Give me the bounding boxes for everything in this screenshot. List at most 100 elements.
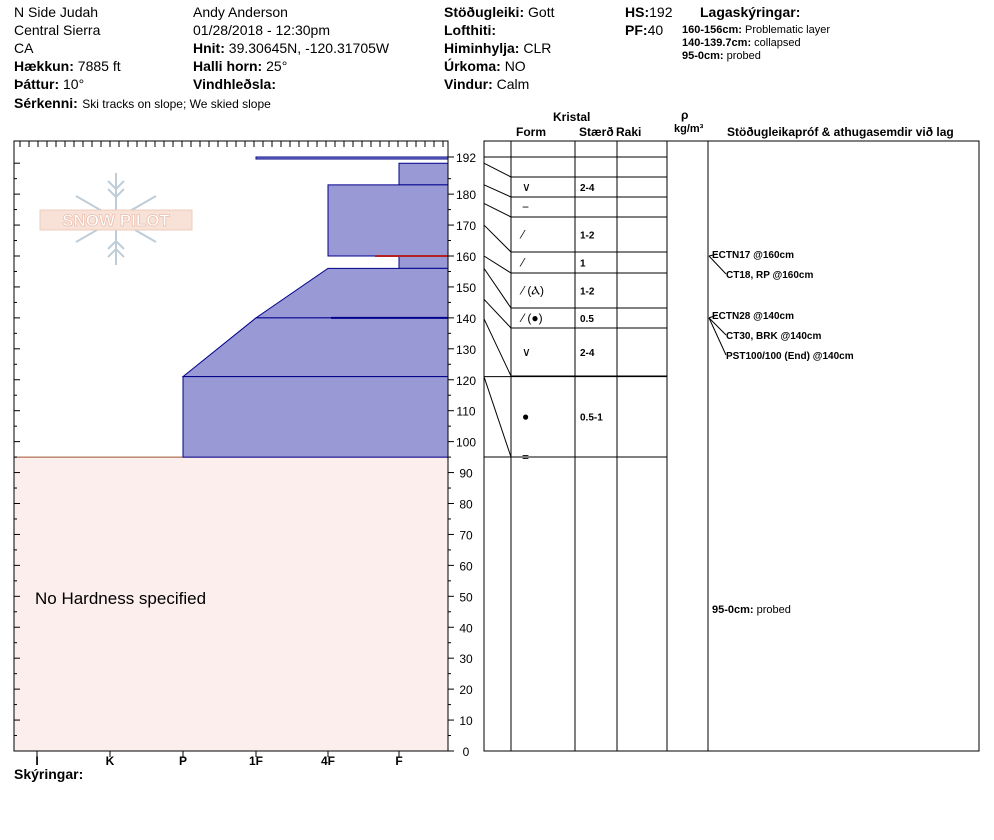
y-tick-label: 30	[459, 652, 473, 666]
crystal-size: 0.5-1	[580, 413, 603, 424]
pf-value: 40	[647, 22, 664, 38]
stability-test: PST100/100 (End) @140cm	[726, 351, 854, 362]
legend-item: 140-139.7cm: collapsed	[682, 37, 801, 49]
pf-label: PF:	[625, 22, 648, 38]
legend-text: probed	[726, 50, 761, 62]
depth-connector	[483, 268, 512, 309]
slope: Halli horn: 25°	[193, 58, 287, 74]
size-header: Stærð	[579, 125, 614, 139]
footer-label: Skýringar:	[14, 766, 84, 782]
stability: Stöðugleiki: Gott	[444, 4, 554, 20]
hardness-layer	[181, 317, 449, 378]
depth-connector	[483, 298, 512, 329]
x-tick-label: F	[395, 754, 402, 768]
y-tick-label: 0	[463, 745, 470, 759]
y-tick-label: 120	[456, 374, 476, 388]
precip-label: Úrkoma:	[444, 58, 501, 74]
legend-text: collapsed	[754, 37, 801, 49]
test-arrow	[708, 317, 727, 336]
crystal-size: 2-4	[580, 183, 595, 194]
x-tick-label: P	[179, 754, 187, 768]
test-arrow	[708, 317, 727, 356]
probe-note-range: 95-0cm:	[712, 604, 757, 616]
hardness-layer	[398, 162, 449, 186]
depth-connector	[483, 255, 512, 274]
sky-label: Himinhylja:	[444, 40, 520, 56]
y-tick-label: 80	[459, 498, 473, 512]
snowpilot-logo: SNOW PILOT	[39, 173, 193, 265]
aspect: Þáttur: 10°	[14, 76, 84, 92]
no-hardness-text: No Hardness specified	[35, 589, 207, 608]
crystal-form: ⁄ (Ⲁ)	[519, 284, 544, 298]
crystal-form: ⁄	[519, 228, 526, 242]
crystal-size: 1-2	[580, 287, 595, 298]
crystal-form: ∨	[522, 180, 531, 194]
features: Sérkenni: Ski tracks on slope; We skied …	[14, 95, 271, 113]
stability-test: ECTN28 @140cm	[712, 311, 794, 322]
location: N Side Judah	[14, 4, 99, 20]
hardness-layer	[255, 156, 449, 160]
state: CA	[14, 40, 34, 56]
crystal-size: 1-2	[580, 231, 595, 242]
y-tick-label: 10	[459, 714, 473, 728]
depth-connector	[483, 184, 512, 198]
wind-loading-label: Vindhleðsla:	[193, 76, 276, 92]
coords-label: Hnit:	[193, 40, 225, 56]
slope-label: Halli horn:	[193, 58, 263, 74]
hardness-layer	[254, 267, 449, 319]
wind-speed-label: Vindur:	[444, 76, 493, 92]
hardness-layer	[182, 376, 449, 458]
stability-test: ECTN17 @160cm	[712, 250, 794, 261]
hs-value: 192	[649, 4, 673, 20]
form-header: Form	[516, 125, 546, 139]
stability-test: CT18, RP @160cm	[726, 270, 813, 281]
features-value: Ski tracks on slope; We skied slope	[82, 97, 271, 111]
y-tick-label: 110	[456, 405, 475, 419]
y-tick-label: 180	[456, 188, 476, 202]
probe-note: 95-0cm: probed	[712, 604, 791, 616]
crystal-size: 1	[580, 259, 586, 270]
rho-header: ρ	[681, 108, 689, 122]
y-tick-label: 140	[456, 312, 476, 326]
precip: Úrkoma: NO	[444, 58, 526, 74]
moisture-header: Raki	[616, 125, 642, 139]
depth-connector	[483, 224, 512, 253]
crystal-size: 2-4	[580, 348, 595, 359]
y-tick-label: 150	[456, 281, 476, 295]
x-tick-label: 4F	[321, 754, 335, 768]
test-arrow	[708, 255, 727, 275]
slope-value: 25°	[266, 58, 288, 74]
range: Central Sierra	[14, 22, 101, 38]
x-tick-label: 1F	[249, 754, 263, 768]
depth-connector	[483, 318, 512, 377]
test-arrow	[708, 253, 718, 257]
sky: Himinhylja: CLR	[444, 40, 551, 56]
legend-range: 160-156cm:	[682, 24, 742, 36]
crystal-form: ●	[522, 410, 529, 424]
y-tick-label: 90	[459, 467, 473, 481]
y-tick-label: 40	[459, 621, 473, 635]
y-tick-label: 60	[459, 559, 473, 573]
y-tick-label: 170	[456, 219, 476, 233]
coords-value: 39.30645N, -120.31705W	[228, 40, 390, 56]
elevation-value: 7885 ft	[77, 58, 121, 74]
elevation-label: Hækkun:	[14, 58, 74, 74]
stability-value: Gott	[528, 4, 555, 20]
no-hardness-region	[14, 457, 448, 751]
y-tick-label: 70	[459, 528, 473, 542]
legend-item: 95-0cm: probed	[682, 50, 761, 62]
x-tick-label: K	[106, 754, 115, 768]
hs: HS:192	[625, 4, 672, 20]
datetime: 01/28/2018 - 12:30pm	[193, 22, 330, 38]
y-tick-label: 20	[459, 683, 473, 697]
hardness-layer	[398, 255, 449, 269]
legend-range: 95-0cm:	[682, 50, 724, 62]
aspect-label: Þáttur:	[14, 76, 60, 92]
table-frame	[483, 140, 980, 752]
pf: PF:40	[625, 22, 663, 38]
y-tick-label: 130	[456, 343, 476, 357]
observer: Andy Anderson	[193, 4, 288, 20]
crystal-form: ⁄ (●)	[519, 311, 543, 325]
hardness-layer	[327, 184, 449, 257]
